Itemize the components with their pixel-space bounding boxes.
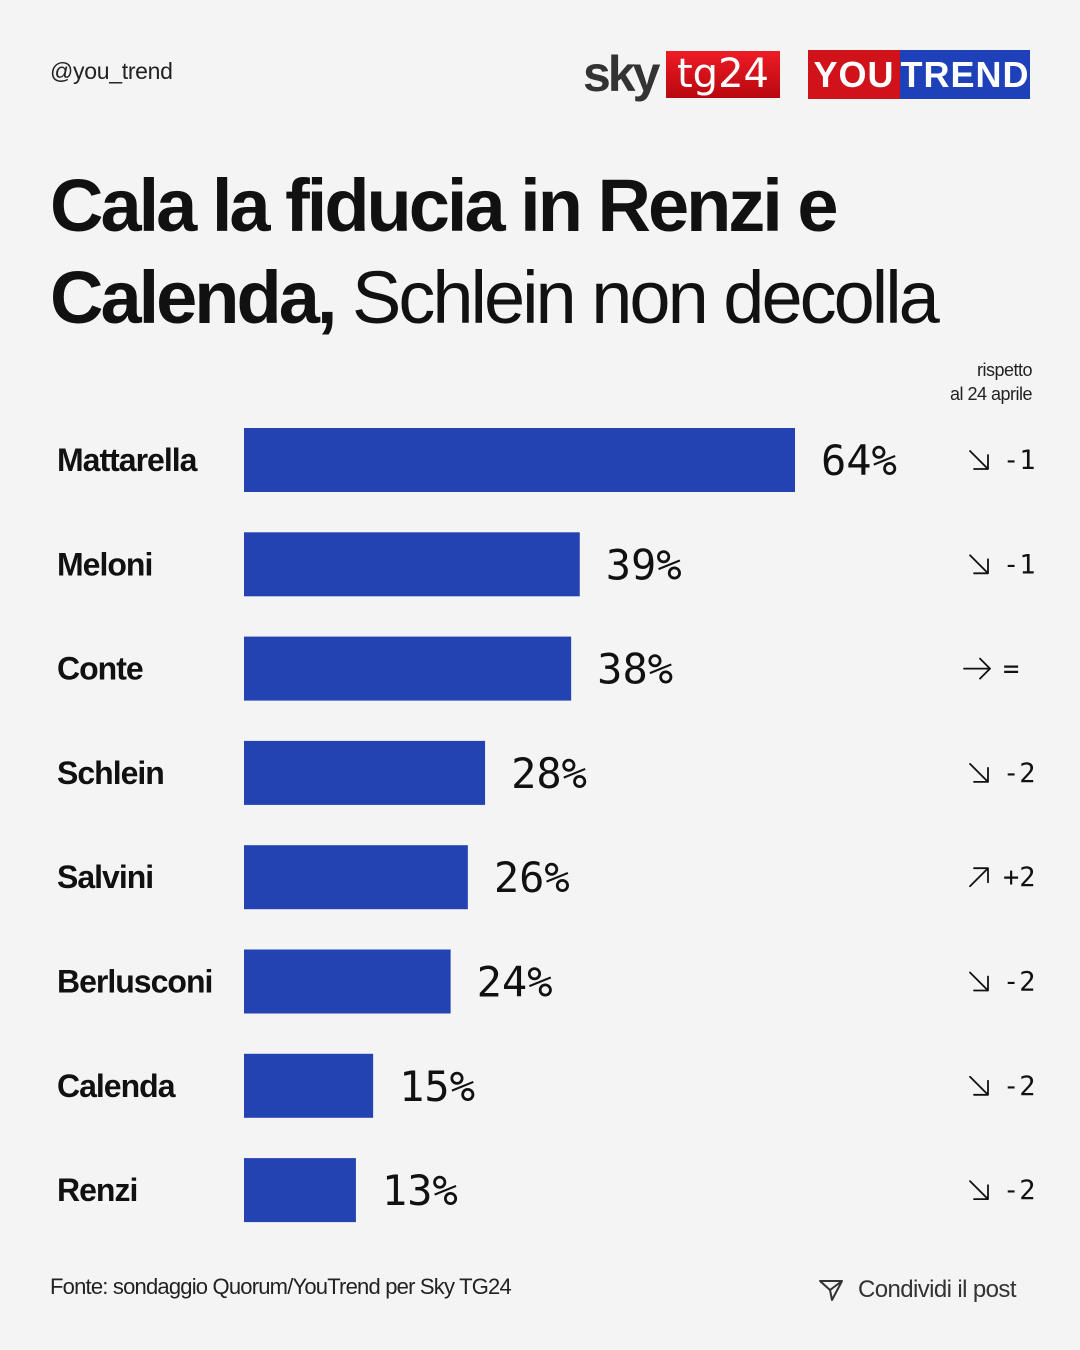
arrow-down-right-icon <box>969 762 989 783</box>
change-label: -1 <box>1003 445 1036 476</box>
value-label: 15% <box>399 1062 475 1111</box>
value-label: 39% <box>606 540 682 589</box>
title-bold: Cala la fiducia in Renzi e Calenda, <box>50 164 839 339</box>
category-label: Mattarella <box>57 442 198 478</box>
arrow-up-right-icon <box>969 867 989 888</box>
youtrend-logo-you: YOU <box>808 50 900 99</box>
bar <box>244 532 580 597</box>
value-label: 24% <box>477 958 553 1007</box>
bar <box>244 1158 356 1223</box>
category-label: Renzi <box>57 1172 137 1208</box>
category-label: Schlein <box>57 755 164 791</box>
tg24-logo: tg24 <box>666 51 780 98</box>
category-label: Berlusconi <box>57 964 212 1000</box>
share-label: Condividi il post <box>858 1276 1016 1303</box>
arrow-down-right-icon <box>969 1075 989 1096</box>
title-regular: Schlein non decolla <box>352 256 940 339</box>
comparison-note-line2: al 24 aprile <box>949 384 1033 404</box>
sky-logo: sky <box>583 46 660 102</box>
change-label: +2 <box>1003 862 1036 893</box>
value-label: 26% <box>494 853 570 902</box>
value-label: 13% <box>382 1166 458 1215</box>
bar <box>244 949 451 1014</box>
arrow-down-right-icon <box>969 450 989 470</box>
bar <box>244 1053 374 1118</box>
category-label: Salvini <box>57 859 153 895</box>
value-label: 64% <box>821 436 897 485</box>
arrow-down-right-icon <box>969 1180 989 1200</box>
comparison-note-line1: rispetto <box>976 360 1033 380</box>
value-label: 28% <box>511 749 587 798</box>
bar <box>244 636 572 701</box>
value-label: 38% <box>597 645 673 694</box>
change-label: -2 <box>1003 758 1036 789</box>
change-label: -2 <box>1003 1071 1036 1102</box>
category-label: Conte <box>57 651 143 687</box>
bar <box>244 845 468 910</box>
youtrend-logo: YOU TREND <box>808 50 1030 99</box>
youtrend-logo-trend: TREND <box>900 50 1030 99</box>
handle: @you_trend <box>50 58 173 84</box>
change-label: -1 <box>1003 549 1036 580</box>
source-note: Fonte: sondaggio Quorum/YouTrend per Sky… <box>50 1274 512 1299</box>
category-label: Calenda <box>57 1068 176 1104</box>
comparison-note: rispetto al 24 aprile <box>949 358 1033 406</box>
change-label: -2 <box>1003 967 1036 998</box>
bar <box>244 428 795 492</box>
arrow-down-right-icon <box>969 971 989 992</box>
arrow-right-icon <box>963 657 991 680</box>
category-label: Meloni <box>57 546 152 582</box>
arrow-down-right-icon <box>969 554 989 575</box>
page-title: Cala la fiducia in Renzi e Calenda, Schl… <box>50 160 1050 344</box>
change-label: = <box>1003 654 1019 685</box>
change-label: -2 <box>1003 1175 1036 1206</box>
bar <box>244 740 486 805</box>
send-icon <box>819 1280 843 1301</box>
share-button[interactable]: Condividi il post <box>818 1276 1016 1304</box>
